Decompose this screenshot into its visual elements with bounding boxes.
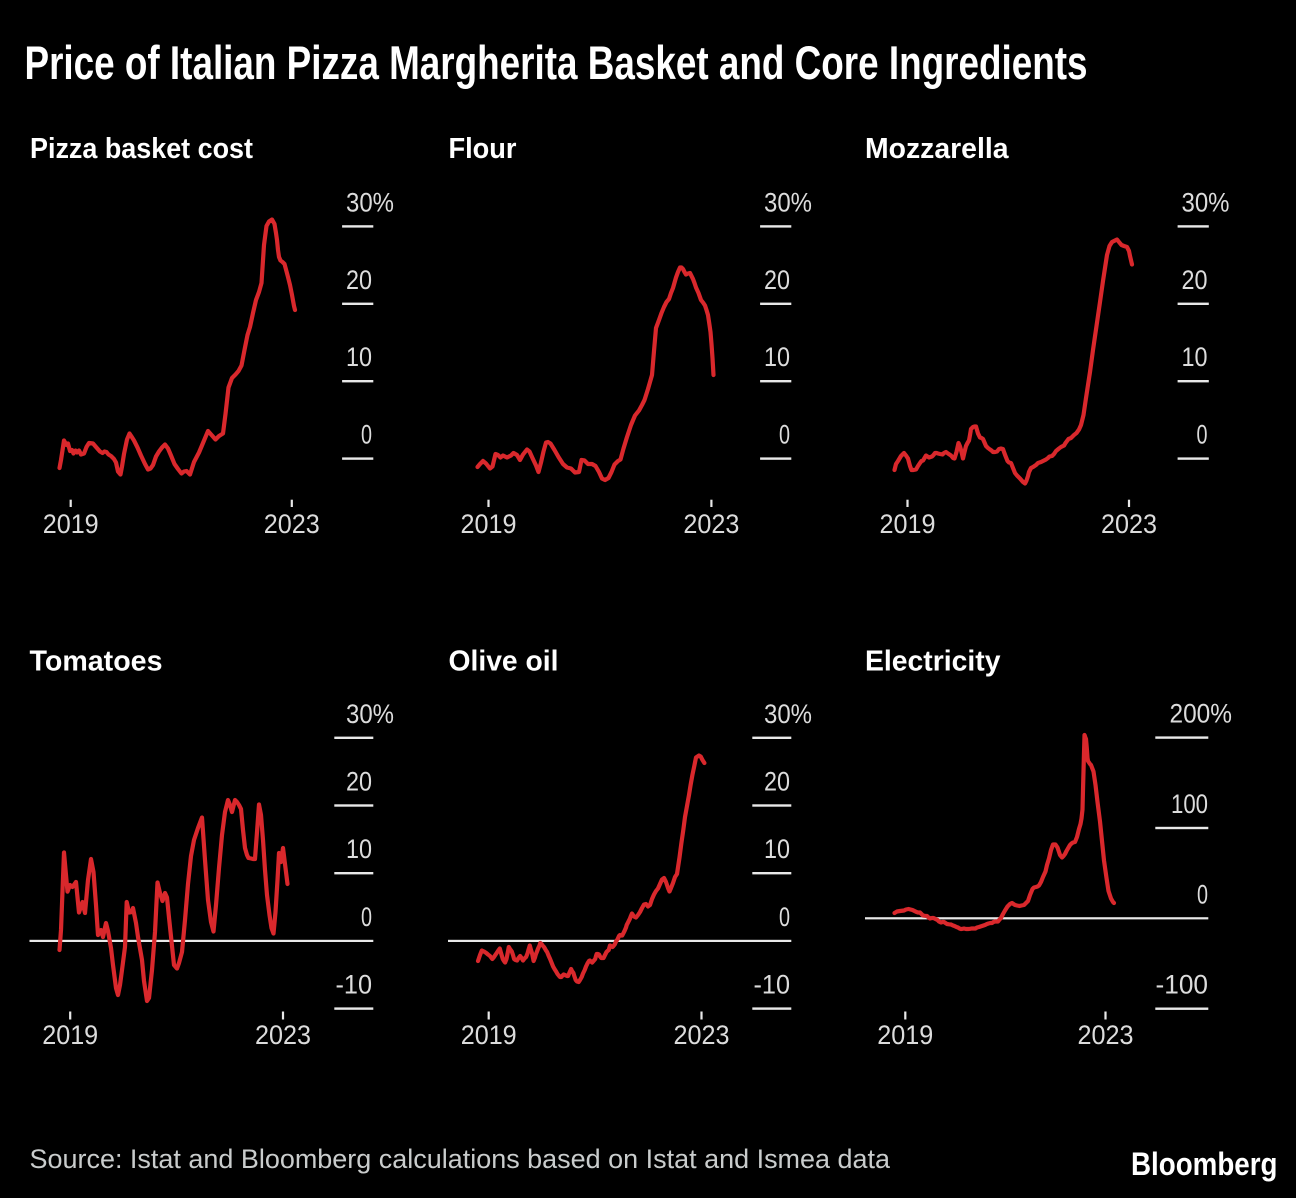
svg-text:2023: 2023 xyxy=(1078,1020,1134,1050)
svg-text:-10: -10 xyxy=(754,970,791,1000)
svg-text:Tomatoes: Tomatoes xyxy=(30,645,163,677)
svg-text:100: 100 xyxy=(1171,789,1208,819)
svg-text:20: 20 xyxy=(764,265,790,295)
svg-text:10: 10 xyxy=(346,834,372,864)
svg-text:20: 20 xyxy=(346,767,372,797)
svg-text:2023: 2023 xyxy=(683,509,739,539)
svg-text:-10: -10 xyxy=(336,970,373,1000)
svg-text:10: 10 xyxy=(764,342,790,372)
svg-text:30%: 30% xyxy=(1182,187,1230,217)
svg-text:20: 20 xyxy=(346,265,372,295)
svg-text:0: 0 xyxy=(779,902,790,932)
svg-text:2019: 2019 xyxy=(877,1020,933,1050)
svg-text:2019: 2019 xyxy=(880,509,936,539)
svg-text:2019: 2019 xyxy=(43,509,99,539)
svg-text:30%: 30% xyxy=(346,187,394,217)
svg-text:200%: 200% xyxy=(1170,699,1233,729)
svg-text:0: 0 xyxy=(779,420,790,450)
svg-text:0: 0 xyxy=(361,902,372,932)
svg-text:0: 0 xyxy=(1197,879,1208,909)
svg-text:Olive oil: Olive oil xyxy=(449,645,559,677)
svg-text:0: 0 xyxy=(1197,420,1208,450)
svg-text:Source: Istat and Bloomberg ca: Source: Istat and Bloomberg calculations… xyxy=(30,1144,891,1174)
svg-text:10: 10 xyxy=(764,834,790,864)
svg-text:Price of Italian Pizza Margher: Price of Italian Pizza Margherita Basket… xyxy=(25,36,1088,89)
svg-text:Pizza basket cost: Pizza basket cost xyxy=(30,133,253,165)
svg-text:20: 20 xyxy=(764,767,790,797)
svg-text:2023: 2023 xyxy=(674,1020,730,1050)
svg-text:10: 10 xyxy=(346,342,372,372)
svg-text:2019: 2019 xyxy=(461,1020,517,1050)
svg-text:2023: 2023 xyxy=(264,509,320,539)
svg-text:20: 20 xyxy=(1182,265,1208,295)
svg-text:Flour: Flour xyxy=(449,133,517,165)
svg-text:30%: 30% xyxy=(346,699,394,729)
svg-text:30%: 30% xyxy=(764,699,812,729)
svg-text:2019: 2019 xyxy=(461,509,517,539)
svg-text:Bloomberg: Bloomberg xyxy=(1131,1146,1278,1182)
svg-text:Mozzarella: Mozzarella xyxy=(865,133,1009,165)
svg-text:2023: 2023 xyxy=(255,1020,311,1050)
svg-text:2019: 2019 xyxy=(42,1020,98,1050)
svg-text:-100: -100 xyxy=(1156,970,1209,1000)
svg-text:0: 0 xyxy=(361,420,372,450)
svg-text:30%: 30% xyxy=(764,187,812,217)
svg-text:Electricity: Electricity xyxy=(865,645,1001,677)
svg-text:2023: 2023 xyxy=(1101,509,1157,539)
svg-text:10: 10 xyxy=(1182,342,1208,372)
